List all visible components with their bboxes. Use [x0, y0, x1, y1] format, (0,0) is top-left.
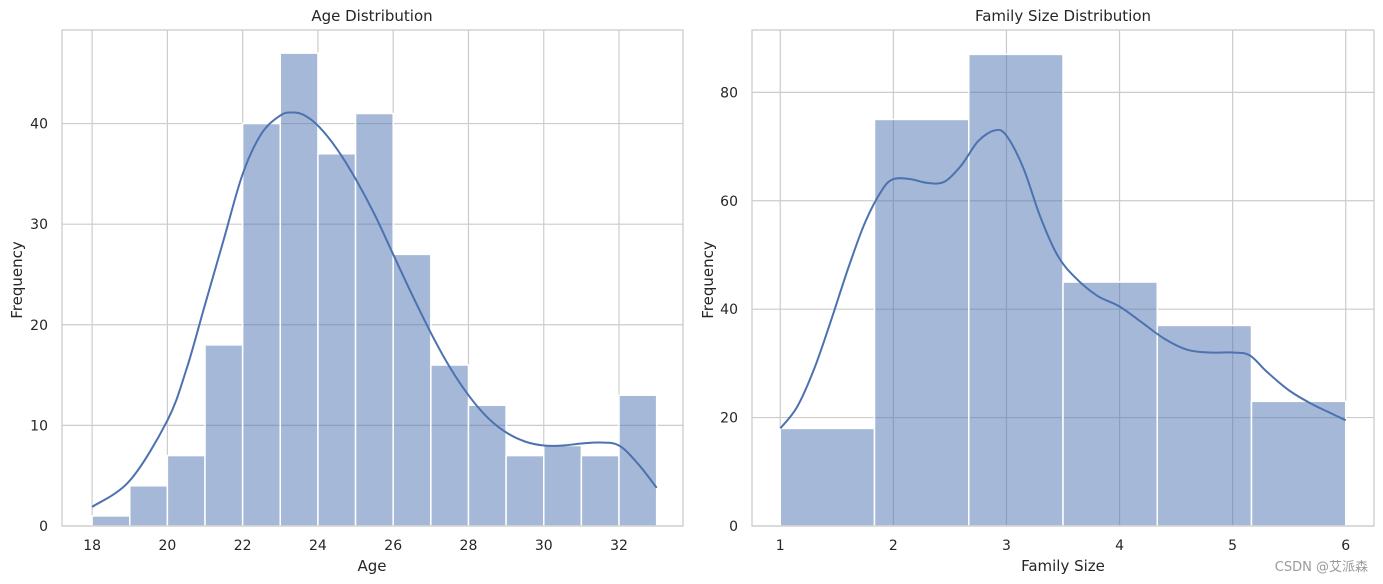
family-size-histogram-bar [968, 53, 1064, 527]
age-histogram-bar [279, 52, 319, 527]
family-size-histogram-bar [779, 427, 876, 527]
family-size-x-tick-label: 1 [776, 538, 785, 554]
age-kde-curve [91, 111, 658, 508]
family-size-x-axis-label: Family Size [1021, 557, 1105, 575]
age-histogram-bar [128, 485, 169, 527]
family-size-y-tick-label: 60 [720, 194, 738, 210]
age-histogram-bar [317, 152, 357, 527]
family-size-y-axis-label: Frequency [699, 241, 717, 319]
age-y-axis-label: Frequency [8, 241, 26, 319]
age-chart-title: Age Distribution [311, 7, 432, 25]
watermark-text: CSDN @艾派森 [1275, 560, 1368, 575]
age-x-tick-label: 28 [460, 538, 478, 554]
age-histogram-bar [241, 122, 282, 527]
age-histogram-bar [580, 454, 620, 527]
age-y-tick-label: 0 [39, 519, 48, 535]
family-size-chart-title: Family Size Distribution [975, 7, 1151, 25]
family-size-distribution-panel: 1 2 3 4 5 6 0 20 40 60 80 Family Size Distributio… [699, 7, 1375, 575]
family-size-histogram-bar [1062, 281, 1158, 527]
family-size-plot-frame [751, 29, 1375, 527]
family-size-x-tick-label: 5 [1228, 538, 1237, 554]
family-size-y-tick-label: 0 [729, 519, 738, 535]
age-histogram-bar [505, 454, 545, 527]
age-histogram-bar [542, 444, 583, 527]
age-histogram-bar [618, 394, 658, 527]
age-y-tick-label: 40 [30, 117, 48, 133]
family-size-y-tick-label: 80 [720, 85, 738, 101]
family-size-histogram-bar [873, 118, 970, 527]
family-size-y-tick-label: 40 [720, 302, 738, 318]
age-histogram-bar [354, 112, 394, 527]
age-histogram-bar [166, 454, 206, 527]
age-histogram-bar [91, 515, 131, 527]
family-size-y-tick-label: 20 [720, 411, 738, 427]
age-histogram-bar [430, 364, 470, 527]
age-x-tick-label: 32 [610, 538, 628, 554]
age-x-tick-label: 26 [384, 538, 402, 554]
age-x-tick-label: 24 [309, 538, 327, 554]
age-plot-frame [61, 29, 684, 527]
age-distribution-panel: 18 20 22 24 26 28 30 32 0 10 20 30 40 Age Distribut… [8, 7, 684, 575]
family-size-x-tick-label: 3 [1002, 538, 1011, 554]
age-y-tick-label: 30 [30, 217, 48, 233]
family-size-histogram-bar [1156, 324, 1253, 527]
age-histogram-bar [204, 344, 244, 527]
family-size-x-tick-label: 4 [1115, 538, 1124, 554]
family-size-x-tick-label: 2 [889, 538, 898, 554]
age-y-tick-label: 10 [30, 418, 48, 434]
family-size-kde-curve [779, 128, 1347, 430]
age-x-tick-label: 18 [83, 538, 101, 554]
age-y-tick-label: 20 [30, 318, 48, 334]
family-size-histogram-bar [1250, 400, 1347, 527]
age-x-tick-label: 30 [535, 538, 553, 554]
age-histogram-bar [467, 404, 507, 527]
age-x-tick-label: 22 [234, 538, 252, 554]
age-x-axis-label: Age [357, 557, 386, 575]
family-size-x-tick-label: 6 [1341, 538, 1350, 554]
age-x-tick-label: 20 [158, 538, 176, 554]
